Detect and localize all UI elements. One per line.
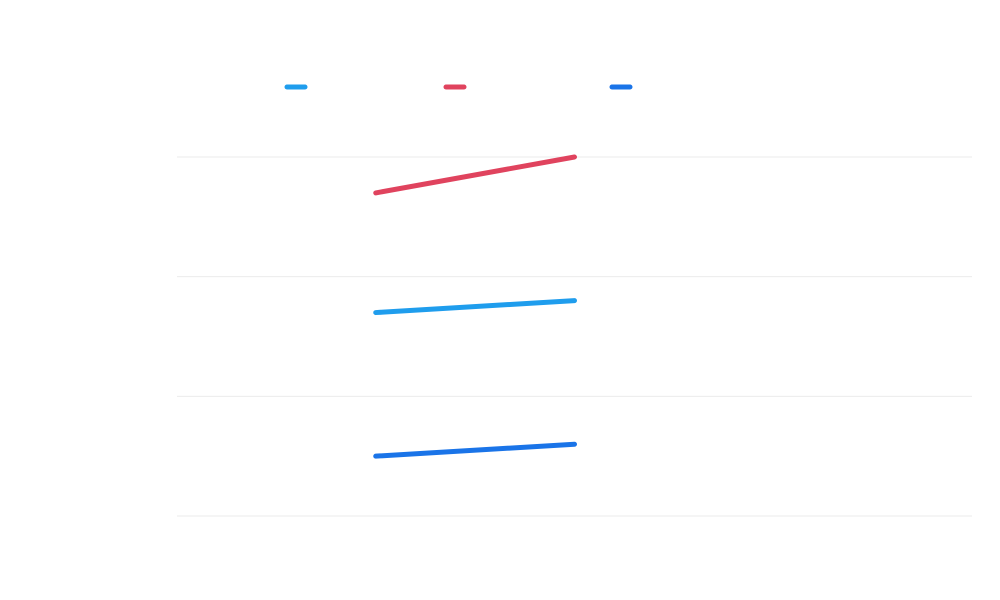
series-lines xyxy=(373,154,577,459)
series-line-2 xyxy=(373,154,577,196)
gridlines xyxy=(177,156,972,517)
series-line-3 xyxy=(373,441,577,459)
series-line-1 xyxy=(373,298,577,316)
